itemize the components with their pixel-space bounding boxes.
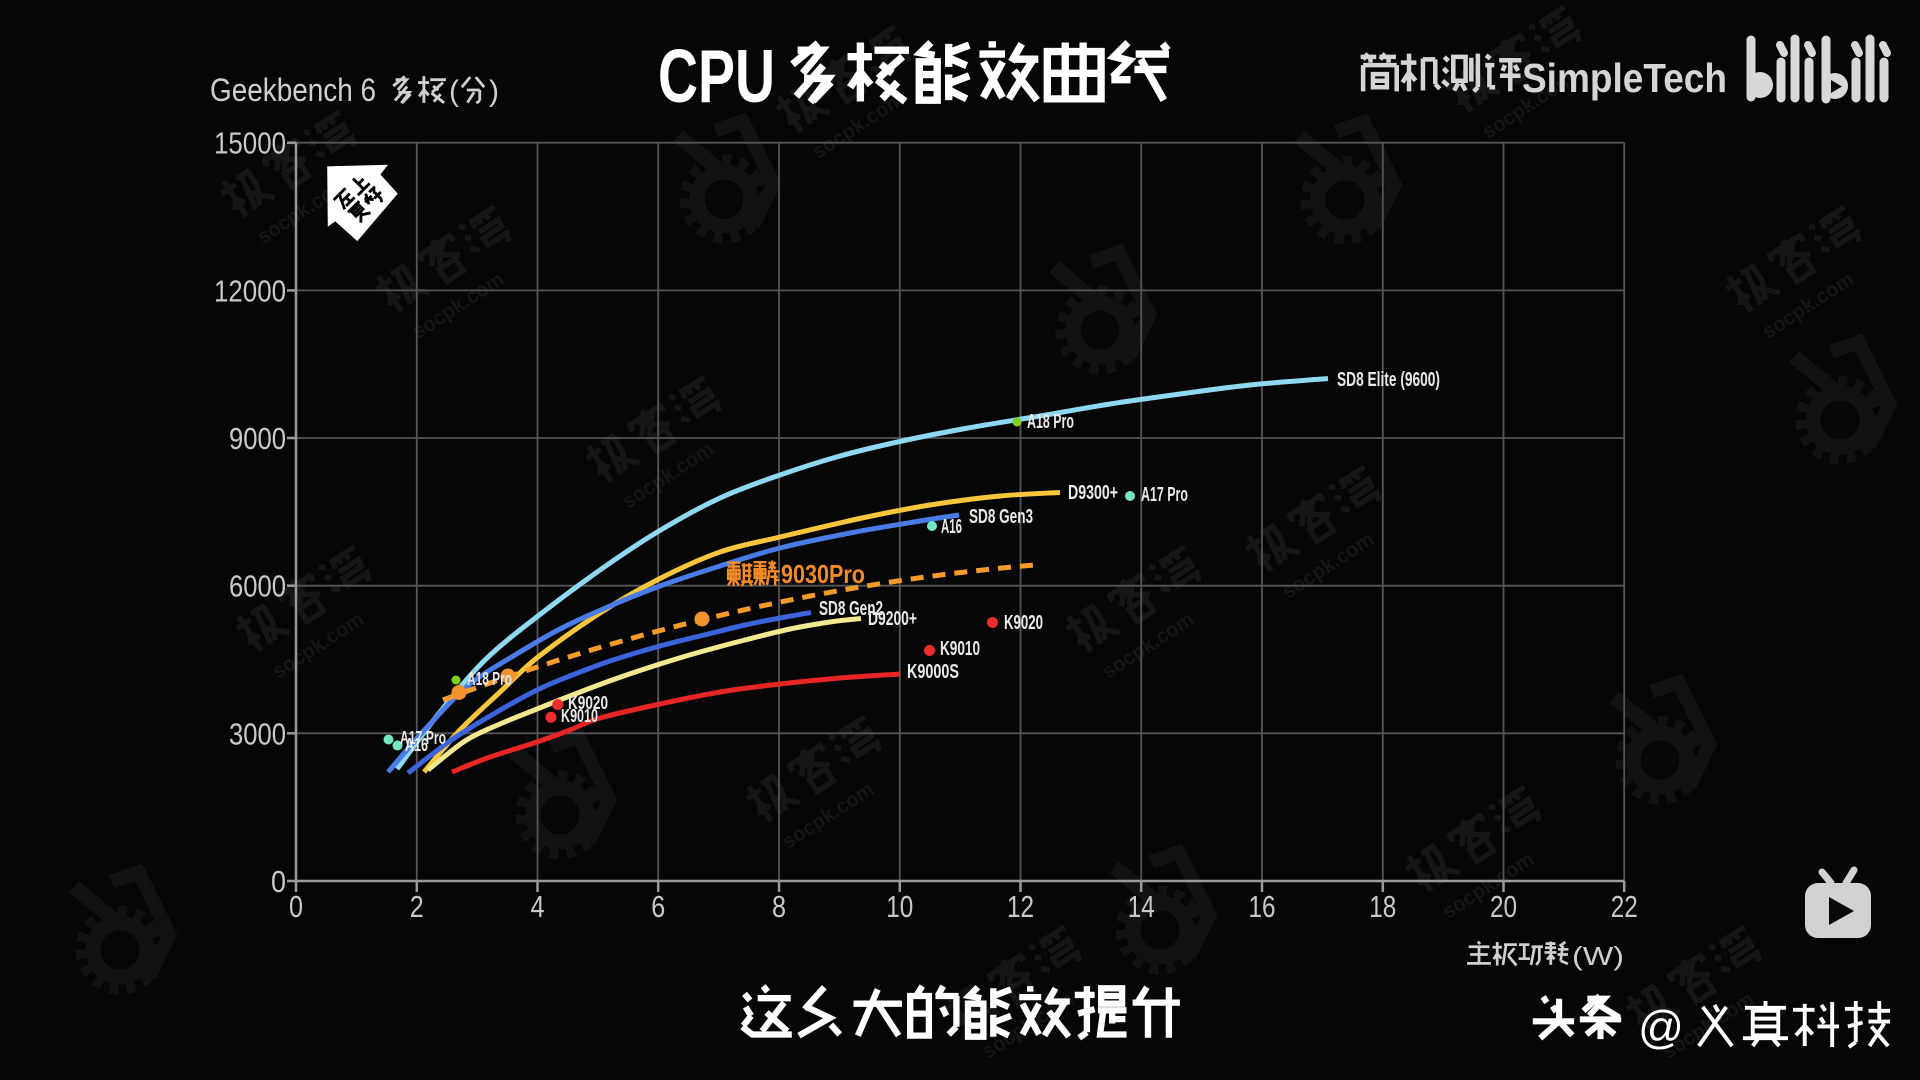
svg-text:A16: A16 xyxy=(405,735,428,755)
svg-text:16: 16 xyxy=(1249,889,1276,924)
svg-text:SD8 Elite (9600): SD8 Elite (9600) xyxy=(1337,369,1440,391)
svg-text:D9300+: D9300+ xyxy=(1068,482,1118,504)
svg-text:A17 Pro: A17 Pro xyxy=(1141,484,1188,506)
svg-text:A18 Pro: A18 Pro xyxy=(1027,411,1074,433)
svg-text:15000: 15000 xyxy=(214,126,286,161)
svg-text:A16: A16 xyxy=(941,516,962,538)
svg-text:K9000S: K9000S xyxy=(907,661,959,683)
svg-text:Geekbench 6: Geekbench 6 xyxy=(210,72,376,108)
svg-text:K9010: K9010 xyxy=(561,706,598,726)
svg-text:10: 10 xyxy=(886,889,913,924)
svg-text:9000: 9000 xyxy=(229,421,286,456)
svg-text:K9010: K9010 xyxy=(940,638,980,660)
svg-text:SD8 Gen2: SD8 Gen2 xyxy=(819,598,883,620)
svg-text:@: @ xyxy=(1638,1001,1684,1053)
svg-text:18: 18 xyxy=(1369,889,1396,924)
svg-text:A17 Pro: A17 Pro xyxy=(400,728,446,748)
svg-text:20: 20 xyxy=(1490,889,1517,924)
svg-text:9030Pro: 9030Pro xyxy=(781,559,865,589)
svg-text:6: 6 xyxy=(651,889,665,924)
svg-text:(W): (W) xyxy=(1572,941,1624,971)
svg-text:SimpleTech: SimpleTech xyxy=(1522,55,1727,101)
svg-text:A18 Pro: A18 Pro xyxy=(467,669,512,689)
svg-text:SD8 Gen3: SD8 Gen3 xyxy=(969,506,1033,528)
svg-text:(: ( xyxy=(449,75,459,108)
svg-text:K9020: K9020 xyxy=(568,693,608,713)
svg-text:8: 8 xyxy=(772,889,786,924)
svg-text:D9200+: D9200+ xyxy=(868,608,917,630)
svg-text:14: 14 xyxy=(1128,889,1155,924)
svg-text:6000: 6000 xyxy=(229,569,286,604)
svg-text:K9020: K9020 xyxy=(1004,612,1043,634)
svg-text:12000: 12000 xyxy=(214,273,286,308)
svg-text:12: 12 xyxy=(1007,889,1034,924)
svg-text:22: 22 xyxy=(1611,889,1638,924)
svg-text:2: 2 xyxy=(410,889,424,924)
svg-text:3000: 3000 xyxy=(229,716,286,751)
svg-text:4: 4 xyxy=(531,889,545,924)
svg-text:CPU: CPU xyxy=(658,34,775,118)
svg-text:0: 0 xyxy=(271,864,286,899)
svg-text:): ) xyxy=(489,75,499,108)
svg-text:0: 0 xyxy=(289,889,303,924)
